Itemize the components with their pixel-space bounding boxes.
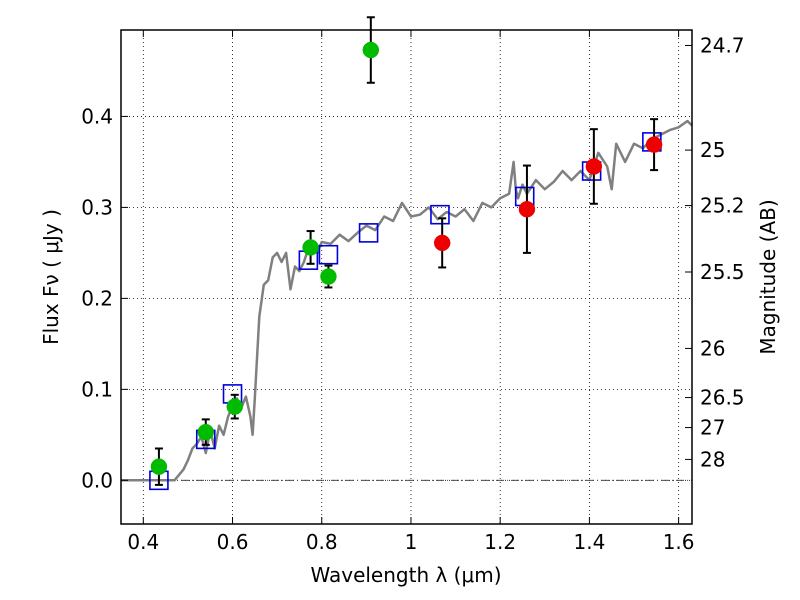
photometry-point xyxy=(645,136,663,153)
x-tick-label: 0.8 xyxy=(306,530,338,554)
photometry-points-group xyxy=(150,41,663,475)
photometry-point xyxy=(585,158,603,175)
y-tick-label: 0.0 xyxy=(81,468,113,492)
right-axis-tick-label: 25.5 xyxy=(700,260,745,284)
y-tick-label: 0.3 xyxy=(81,195,113,219)
right-axis-tick-label: 25 xyxy=(700,138,725,162)
model-flux-square xyxy=(318,244,339,265)
photometry-point xyxy=(518,200,536,218)
y-tick-label: 0.2 xyxy=(81,286,113,310)
x-tick-label: 0.4 xyxy=(127,530,159,554)
y-tick-label: 0.1 xyxy=(81,377,113,401)
tick-labels-group: 0.4 0.6 0.8 1 1.2 1.4 1.6 0.0 0.1 0.2 0.3 0.4 24.7 25… xyxy=(81,33,744,554)
model-flux-square xyxy=(430,204,450,225)
x-tick-label: 1.4 xyxy=(573,530,605,554)
plot-frame xyxy=(120,29,693,525)
right-axis-tick-label: 27 xyxy=(700,416,725,440)
x-axis-label: Wavelength λ (μm) xyxy=(310,563,501,587)
model-squares-group xyxy=(149,132,662,491)
photometry-point xyxy=(433,234,451,252)
x-tick-label: 1 xyxy=(405,530,418,554)
photometry-point xyxy=(320,268,337,285)
ticks-group xyxy=(121,30,692,524)
x-tick-label: 1.2 xyxy=(484,530,516,554)
right-axis-tick-label: 26 xyxy=(700,336,725,360)
photometry-point xyxy=(197,423,215,441)
photometry-point xyxy=(150,458,168,475)
photometry-point xyxy=(362,41,380,59)
y-axis-label: Flux Fν ( μJy ) xyxy=(39,209,63,345)
right-axis-tick-label: 24.7 xyxy=(700,33,745,57)
right-axis-tick-label: 28 xyxy=(700,447,725,471)
model-flux-square xyxy=(358,223,379,243)
photometry-point xyxy=(226,398,244,415)
right-axis-tick-label: 26.5 xyxy=(700,386,745,410)
photometry-point xyxy=(302,239,319,256)
x-tick-label: 1.6 xyxy=(663,530,695,554)
right-axis-tick-label: 25.2 xyxy=(700,194,745,218)
x-tick-label: 0.6 xyxy=(217,530,249,554)
right-axis-label: Magnitude (AB) xyxy=(756,199,780,354)
y-tick-label: 0.4 xyxy=(81,104,113,128)
